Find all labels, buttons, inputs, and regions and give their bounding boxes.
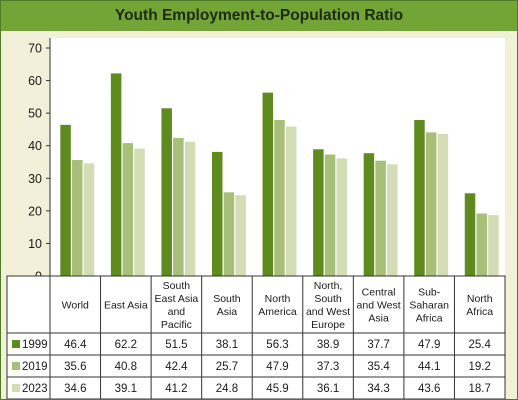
bar bbox=[274, 119, 285, 277]
data-value: 45.9 bbox=[266, 383, 288, 395]
data-value: 42.4 bbox=[165, 361, 188, 373]
bar bbox=[122, 143, 134, 276]
bar bbox=[313, 149, 324, 276]
bar bbox=[211, 151, 223, 276]
data-value: 46.4 bbox=[64, 339, 87, 351]
y-tick-label: 60 bbox=[28, 74, 42, 88]
bar bbox=[324, 154, 336, 276]
data-table bbox=[6, 275, 506, 399]
category-label: Sub-Saharan Africa bbox=[409, 287, 449, 325]
bar bbox=[235, 195, 246, 276]
data-value: 56.3 bbox=[266, 339, 288, 351]
bar bbox=[223, 192, 235, 276]
legend-swatch bbox=[12, 384, 20, 392]
data-value: 37.3 bbox=[317, 361, 339, 373]
series-label: 2019 bbox=[22, 361, 48, 373]
bar bbox=[414, 119, 425, 277]
title-bar: Youth Employment-to-Population Ratio bbox=[1, 1, 517, 31]
category-label: North America bbox=[258, 293, 297, 318]
data-value: 39.1 bbox=[115, 383, 137, 395]
data-value: 38.9 bbox=[317, 339, 339, 351]
data-value: 47.9 bbox=[418, 339, 440, 351]
bar bbox=[134, 148, 145, 276]
data-value: 35.4 bbox=[367, 361, 390, 373]
bar bbox=[110, 73, 122, 276]
legend-swatch bbox=[12, 362, 20, 370]
series-label: 1999 bbox=[22, 339, 48, 351]
data-value: 41.2 bbox=[165, 383, 187, 395]
data-value: 34.6 bbox=[64, 383, 86, 395]
y-tick-label: 30 bbox=[28, 172, 42, 186]
bar bbox=[173, 137, 184, 276]
data-value: 38.1 bbox=[216, 339, 238, 351]
data-value: 25.4 bbox=[469, 339, 492, 351]
bar bbox=[161, 108, 172, 276]
category-label: Central and West Asia bbox=[357, 287, 401, 325]
bar bbox=[488, 215, 499, 276]
data-value: 25.7 bbox=[216, 361, 238, 373]
bar bbox=[375, 160, 386, 276]
data-value: 36.1 bbox=[317, 383, 339, 395]
data-value: 37.7 bbox=[367, 339, 389, 351]
category-label: East Asia bbox=[104, 300, 148, 312]
bar bbox=[437, 133, 449, 276]
bar bbox=[262, 92, 274, 276]
y-tick-label: 40 bbox=[28, 139, 42, 153]
bar bbox=[363, 153, 375, 276]
data-value: 51.5 bbox=[165, 339, 187, 351]
category-label: North Africa bbox=[466, 293, 493, 318]
bar bbox=[60, 124, 71, 277]
data-value: 47.9 bbox=[266, 361, 288, 373]
bar bbox=[425, 132, 437, 276]
data-value: 44.1 bbox=[418, 361, 440, 373]
data-value: 43.6 bbox=[418, 383, 440, 395]
data-value: 62.2 bbox=[115, 339, 137, 351]
category-label: World bbox=[62, 300, 89, 312]
data-value: 18.7 bbox=[469, 383, 491, 395]
y-tick-label: 70 bbox=[28, 42, 42, 56]
bar bbox=[72, 160, 83, 276]
bar bbox=[285, 126, 297, 276]
category-label: South East Asia and Pacific bbox=[154, 280, 198, 331]
data-value: 24.8 bbox=[216, 383, 238, 395]
bar bbox=[83, 163, 95, 276]
bar bbox=[336, 158, 348, 276]
series-label: 2023 bbox=[22, 383, 48, 395]
bar bbox=[476, 213, 487, 276]
bar bbox=[184, 141, 196, 276]
data-value: 35.6 bbox=[64, 361, 86, 373]
category-label: South Asia bbox=[213, 293, 241, 318]
y-tick-label: 20 bbox=[28, 204, 42, 218]
category-label: North, South and West Europe bbox=[306, 280, 350, 331]
data-value: 34.3 bbox=[367, 383, 389, 395]
data-value: 40.8 bbox=[115, 361, 137, 373]
y-tick-label: 10 bbox=[28, 237, 42, 251]
data-value: 19.2 bbox=[469, 361, 491, 373]
bar bbox=[464, 193, 476, 276]
chart-title: Youth Employment-to-Population Ratio bbox=[114, 7, 404, 24]
y-tick-label: 50 bbox=[28, 107, 42, 121]
legend-swatch bbox=[12, 340, 20, 348]
bar bbox=[387, 164, 398, 276]
